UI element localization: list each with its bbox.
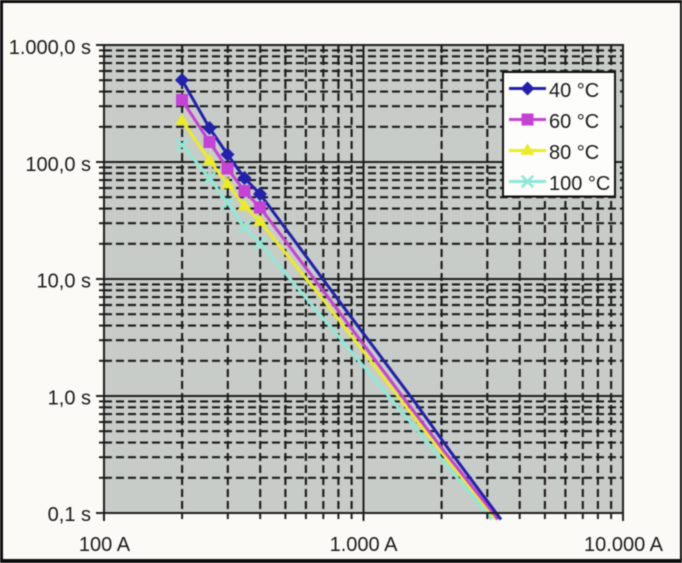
svg-text:100,0 s: 100,0 s [25,154,91,176]
svg-text:60 °C: 60 °C [549,111,599,133]
svg-text:0,1 s: 0,1 s [48,504,91,526]
svg-text:1.000 A: 1.000 A [330,534,399,556]
svg-text:100 A: 100 A [79,534,131,556]
svg-text:10,0 s: 10,0 s [37,271,91,293]
svg-text:10.000 A: 10.000 A [584,534,664,556]
svg-text:40 °C: 40 °C [549,80,599,102]
svg-text:1.000,0 s: 1.000,0 s [9,37,91,59]
svg-text:1,0 s: 1,0 s [48,387,91,409]
svg-text:100 °C: 100 °C [549,173,610,195]
svg-text:80 °C: 80 °C [549,142,599,164]
